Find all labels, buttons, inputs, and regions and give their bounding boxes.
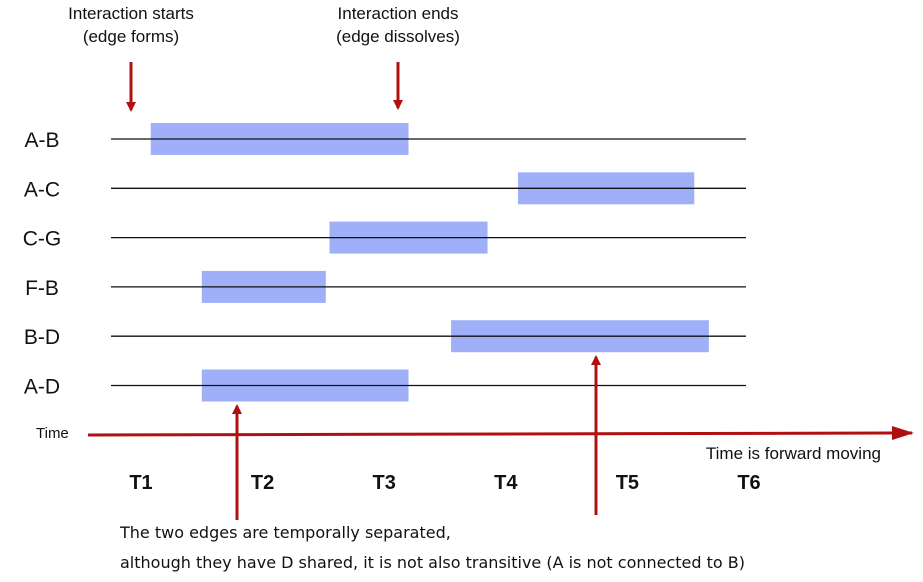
- tick-t3: T3: [373, 472, 396, 494]
- end-annotation-line2: (edge dissolves): [336, 27, 460, 46]
- edge-label-b-d: B-D: [24, 326, 60, 349]
- tick-t1: T1: [129, 472, 152, 494]
- edge-label-a-c: A-C: [24, 178, 60, 201]
- edge-label-a-b: A-B: [24, 129, 59, 152]
- end-annotation-line1: Interaction ends: [338, 4, 459, 23]
- time-direction-note: Time is forward moving: [706, 444, 881, 463]
- start-annotation-line2: (edge forms): [83, 27, 179, 46]
- time-axis-label: Time: [36, 425, 69, 442]
- tick-t4: T4: [494, 472, 518, 494]
- time-ticks: T1 T2 T3 T4 T5 T6: [129, 472, 760, 494]
- edge-label-c-g: C-G: [23, 228, 62, 251]
- note-line1: The two edges are temporally separated,: [119, 523, 451, 542]
- time-arrow: [87, 426, 914, 441]
- note-line2: although they have D shared, it is not a…: [120, 553, 745, 572]
- tick-t5: T5: [616, 472, 639, 494]
- tick-t2: T2: [251, 472, 274, 494]
- edge-label-f-b: F-B: [25, 277, 59, 300]
- tick-t6: T6: [737, 472, 760, 494]
- start-annotation-line1: Interaction starts: [68, 4, 194, 23]
- edge-rows: A-B A-C C-G F-B B-D A-D: [23, 123, 746, 402]
- edge-label-a-d: A-D: [24, 376, 60, 399]
